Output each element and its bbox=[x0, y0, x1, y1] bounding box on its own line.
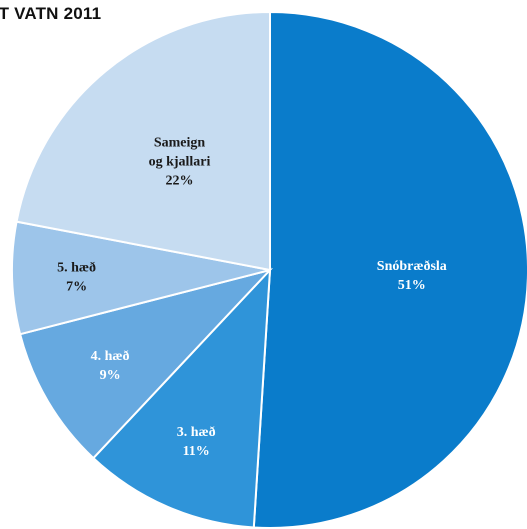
slice-percent-label: 22% bbox=[166, 174, 194, 189]
pie-slice-snobr-sla bbox=[252, 10, 527, 529]
slice-label-4-h: 4. hæð 9% bbox=[91, 348, 130, 383]
slice-label-sameign-og-kjallari: Sameign og kjallari 22% bbox=[149, 136, 211, 189]
slice-percent-label: 9% bbox=[100, 368, 121, 383]
slice-percent-label: 11% bbox=[183, 444, 210, 459]
pie-labels: Snóbræðsla 51% 3. hæð 11% 4. hæð 9% 5. hæð 7% Sa… bbox=[57, 136, 447, 459]
slice-percent-label: 51% bbox=[398, 278, 426, 293]
slice-name-label: Sameign bbox=[154, 136, 206, 151]
slice-name-label: 5. hæð bbox=[57, 260, 96, 276]
chart-title: TT VATN 2011 bbox=[0, 4, 102, 23]
pie-slices bbox=[11, 10, 527, 529]
slice-percent-label: 7% bbox=[66, 280, 87, 295]
pie-slice-3-h bbox=[91, 267, 272, 529]
slice-name-label: 4. hæð bbox=[91, 348, 130, 364]
slice-label-snobr-sla: Snóbræðsla 51% bbox=[377, 258, 447, 293]
slice-label-5-h: 5. hæð 7% bbox=[57, 260, 96, 295]
slice-name-label: og kjallari bbox=[149, 155, 211, 170]
slice-name-label: Snóbræðsla bbox=[377, 258, 447, 274]
pie-slice-4-h bbox=[18, 268, 274, 460]
slice-name-label: 3. hæð bbox=[177, 424, 216, 440]
pie-slice-sameign-og-kjallari bbox=[15, 10, 271, 272]
pie-slice-5-h bbox=[11, 220, 271, 336]
slice-label-3-h: 3. hæð 11% bbox=[177, 424, 216, 459]
